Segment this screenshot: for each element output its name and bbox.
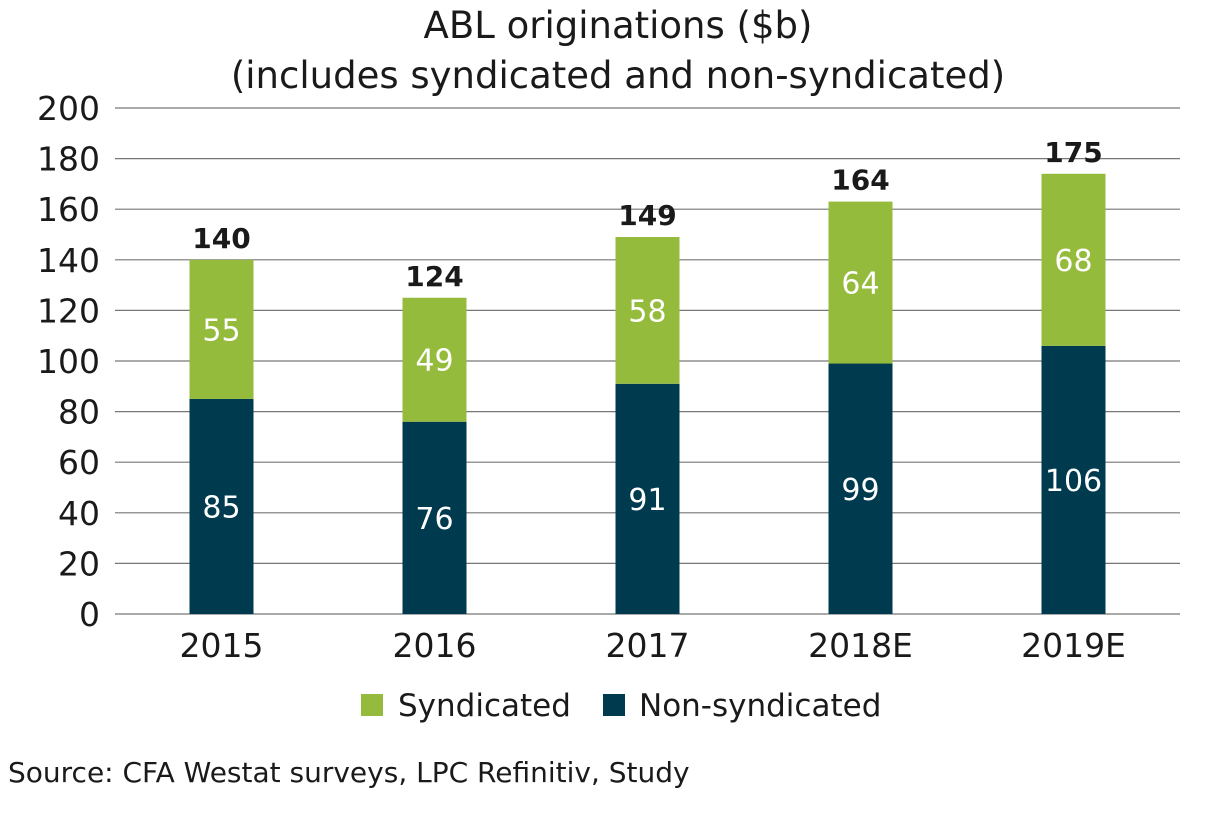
x-tick-label: 2016 xyxy=(393,626,477,665)
bar-syndicated xyxy=(189,259,254,399)
y-tick-label: 0 xyxy=(79,595,100,634)
x-tick-label: 2019E xyxy=(1021,626,1126,665)
source-note: Source: CFA Westat surveys, LPC Refiniti… xyxy=(8,756,690,789)
y-tick-label: 40 xyxy=(58,494,100,533)
bar-syndicated xyxy=(1041,173,1106,346)
data-label: 68 xyxy=(1054,244,1092,279)
bar-syndicated xyxy=(828,201,893,364)
total-label: 124 xyxy=(405,260,463,293)
bar-non-syndicated xyxy=(828,363,893,614)
data-label: 106 xyxy=(1045,464,1102,499)
bar-non-syndicated xyxy=(402,421,467,614)
bar-syndicated xyxy=(615,237,680,384)
y-tick-label: 60 xyxy=(58,443,100,482)
chart-title: ABL originations ($b) xyxy=(424,4,813,47)
total-label: 140 xyxy=(192,222,250,255)
x-tick-label: 2015 xyxy=(180,626,264,665)
y-tick-label: 120 xyxy=(37,291,100,330)
legend: Syndicated Non-syndicated xyxy=(361,688,881,724)
y-tick-label: 80 xyxy=(58,393,100,432)
data-label: 91 xyxy=(628,483,666,518)
y-tick-label: 160 xyxy=(37,190,100,229)
total-label: 175 xyxy=(1044,136,1102,169)
data-label: 76 xyxy=(415,502,453,537)
y-tick-label: 100 xyxy=(37,342,100,381)
bar-syndicated xyxy=(402,297,467,422)
x-axis-ticks: 2015 2016 2017 2018E 2019E xyxy=(180,626,1126,665)
data-label: 55 xyxy=(202,313,240,348)
data-label: 85 xyxy=(202,490,240,525)
legend-swatch-non-syndicated xyxy=(603,694,625,716)
x-tick-label: 2017 xyxy=(606,626,690,665)
bar-non-syndicated xyxy=(615,383,680,614)
total-label: 164 xyxy=(831,164,889,197)
y-axis-ticks: 0 20 40 60 80 100 120 140 160 180 200 xyxy=(37,89,100,634)
data-label: 99 xyxy=(841,473,879,508)
total-label: 149 xyxy=(618,199,676,232)
legend-swatch-syndicated xyxy=(361,694,383,716)
bar-non-syndicated xyxy=(1041,345,1106,614)
x-tick-label: 2018E xyxy=(808,626,913,665)
data-label: 58 xyxy=(628,294,666,329)
data-label: 64 xyxy=(841,267,879,302)
bar-non-syndicated xyxy=(189,398,254,614)
y-tick-label: 140 xyxy=(37,241,100,280)
y-tick-label: 20 xyxy=(58,544,100,583)
data-label: 49 xyxy=(415,344,453,379)
bars: 85 55 140 76 49 124 91 58 149 99 64 164 106 68 175 xyxy=(189,136,1106,614)
y-tick-label: 180 xyxy=(37,140,100,179)
y-tick-label: 200 xyxy=(37,89,100,128)
legend-label-syndicated: Syndicated xyxy=(398,688,571,724)
chart-subtitle: (includes syndicated and non-syndicated) xyxy=(231,54,1005,97)
legend-label-non-syndicated: Non-syndicated xyxy=(639,688,881,724)
